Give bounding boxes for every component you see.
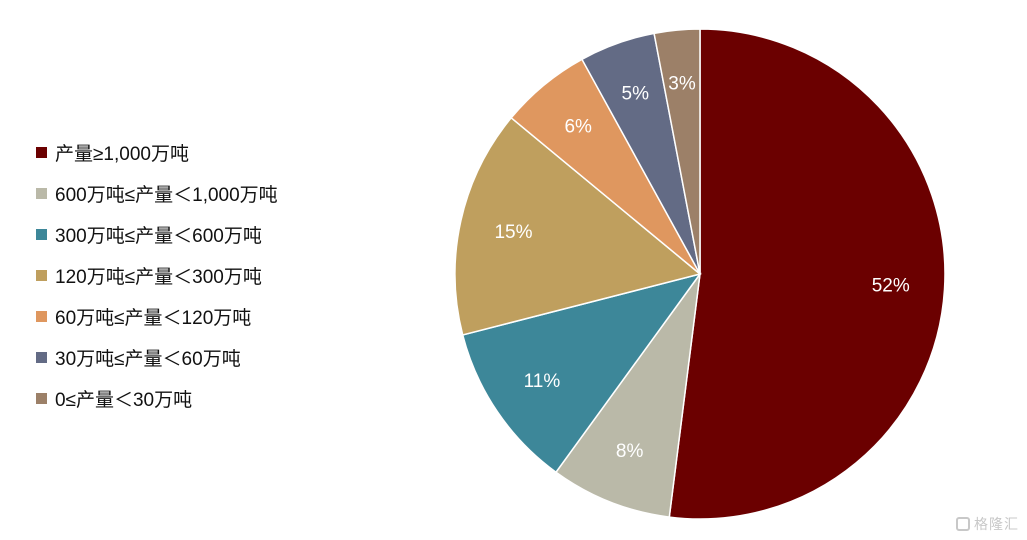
legend-swatch [36, 147, 47, 158]
legend-label: 600万吨≤产量＜1,000万吨 [55, 185, 278, 206]
logo-icon [956, 517, 970, 531]
pie-slice-4 [454, 116, 702, 336]
pie-slice-7 [653, 28, 701, 275]
legend-swatch [36, 352, 47, 363]
pie-slices [454, 28, 946, 520]
watermark: 格隆汇 [956, 514, 1019, 534]
pie-slice-1 [668, 28, 946, 520]
watermark-text: 格隆汇 [974, 516, 1019, 532]
data-label-4: 15% [494, 222, 532, 243]
legend-item-7: 0≤产量＜30万吨 [36, 378, 278, 419]
legend-swatch [36, 229, 47, 240]
data-label-1: 52% [872, 276, 910, 297]
legend-label: 30万吨≤产量＜60万吨 [55, 349, 241, 370]
data-label-7: 3% [668, 73, 696, 94]
legend-item-5: 60万吨≤产量＜120万吨 [36, 296, 278, 337]
pie-slice-2 [554, 273, 701, 518]
legend-item-2: 600万吨≤产量＜1,000万吨 [36, 173, 278, 214]
legend: 产量≥1,000万吨 600万吨≤产量＜1,000万吨 300万吨≤产量＜600万吨… [36, 132, 278, 419]
data-label-2: 8% [616, 441, 644, 462]
data-label-5: 6% [564, 116, 592, 137]
data-label-6: 5% [622, 84, 650, 105]
legend-label: 0≤产量＜30万吨 [55, 390, 193, 411]
legend-item-3: 300万吨≤产量＜600万吨 [36, 214, 278, 255]
legend-item-4: 120万吨≤产量＜300万吨 [36, 255, 278, 296]
legend-swatch [36, 393, 47, 404]
pie-data-labels: 52% 8% 11% 15% 6% 5% 3% [494, 73, 909, 462]
legend-item-1: 产量≥1,000万吨 [36, 132, 278, 173]
legend-label: 120万吨≤产量＜300万吨 [55, 267, 262, 288]
legend-label: 产量≥1,000万吨 [55, 144, 189, 165]
legend-swatch [36, 188, 47, 199]
legend-swatch [36, 270, 47, 281]
legend-swatch [36, 311, 47, 322]
data-label-3: 11% [524, 371, 561, 392]
legend-label: 60万吨≤产量＜120万吨 [55, 308, 252, 329]
legend-label: 300万吨≤产量＜600万吨 [55, 226, 262, 247]
legend-item-6: 30万吨≤产量＜60万吨 [36, 337, 278, 378]
pie-slice-3 [461, 272, 702, 474]
